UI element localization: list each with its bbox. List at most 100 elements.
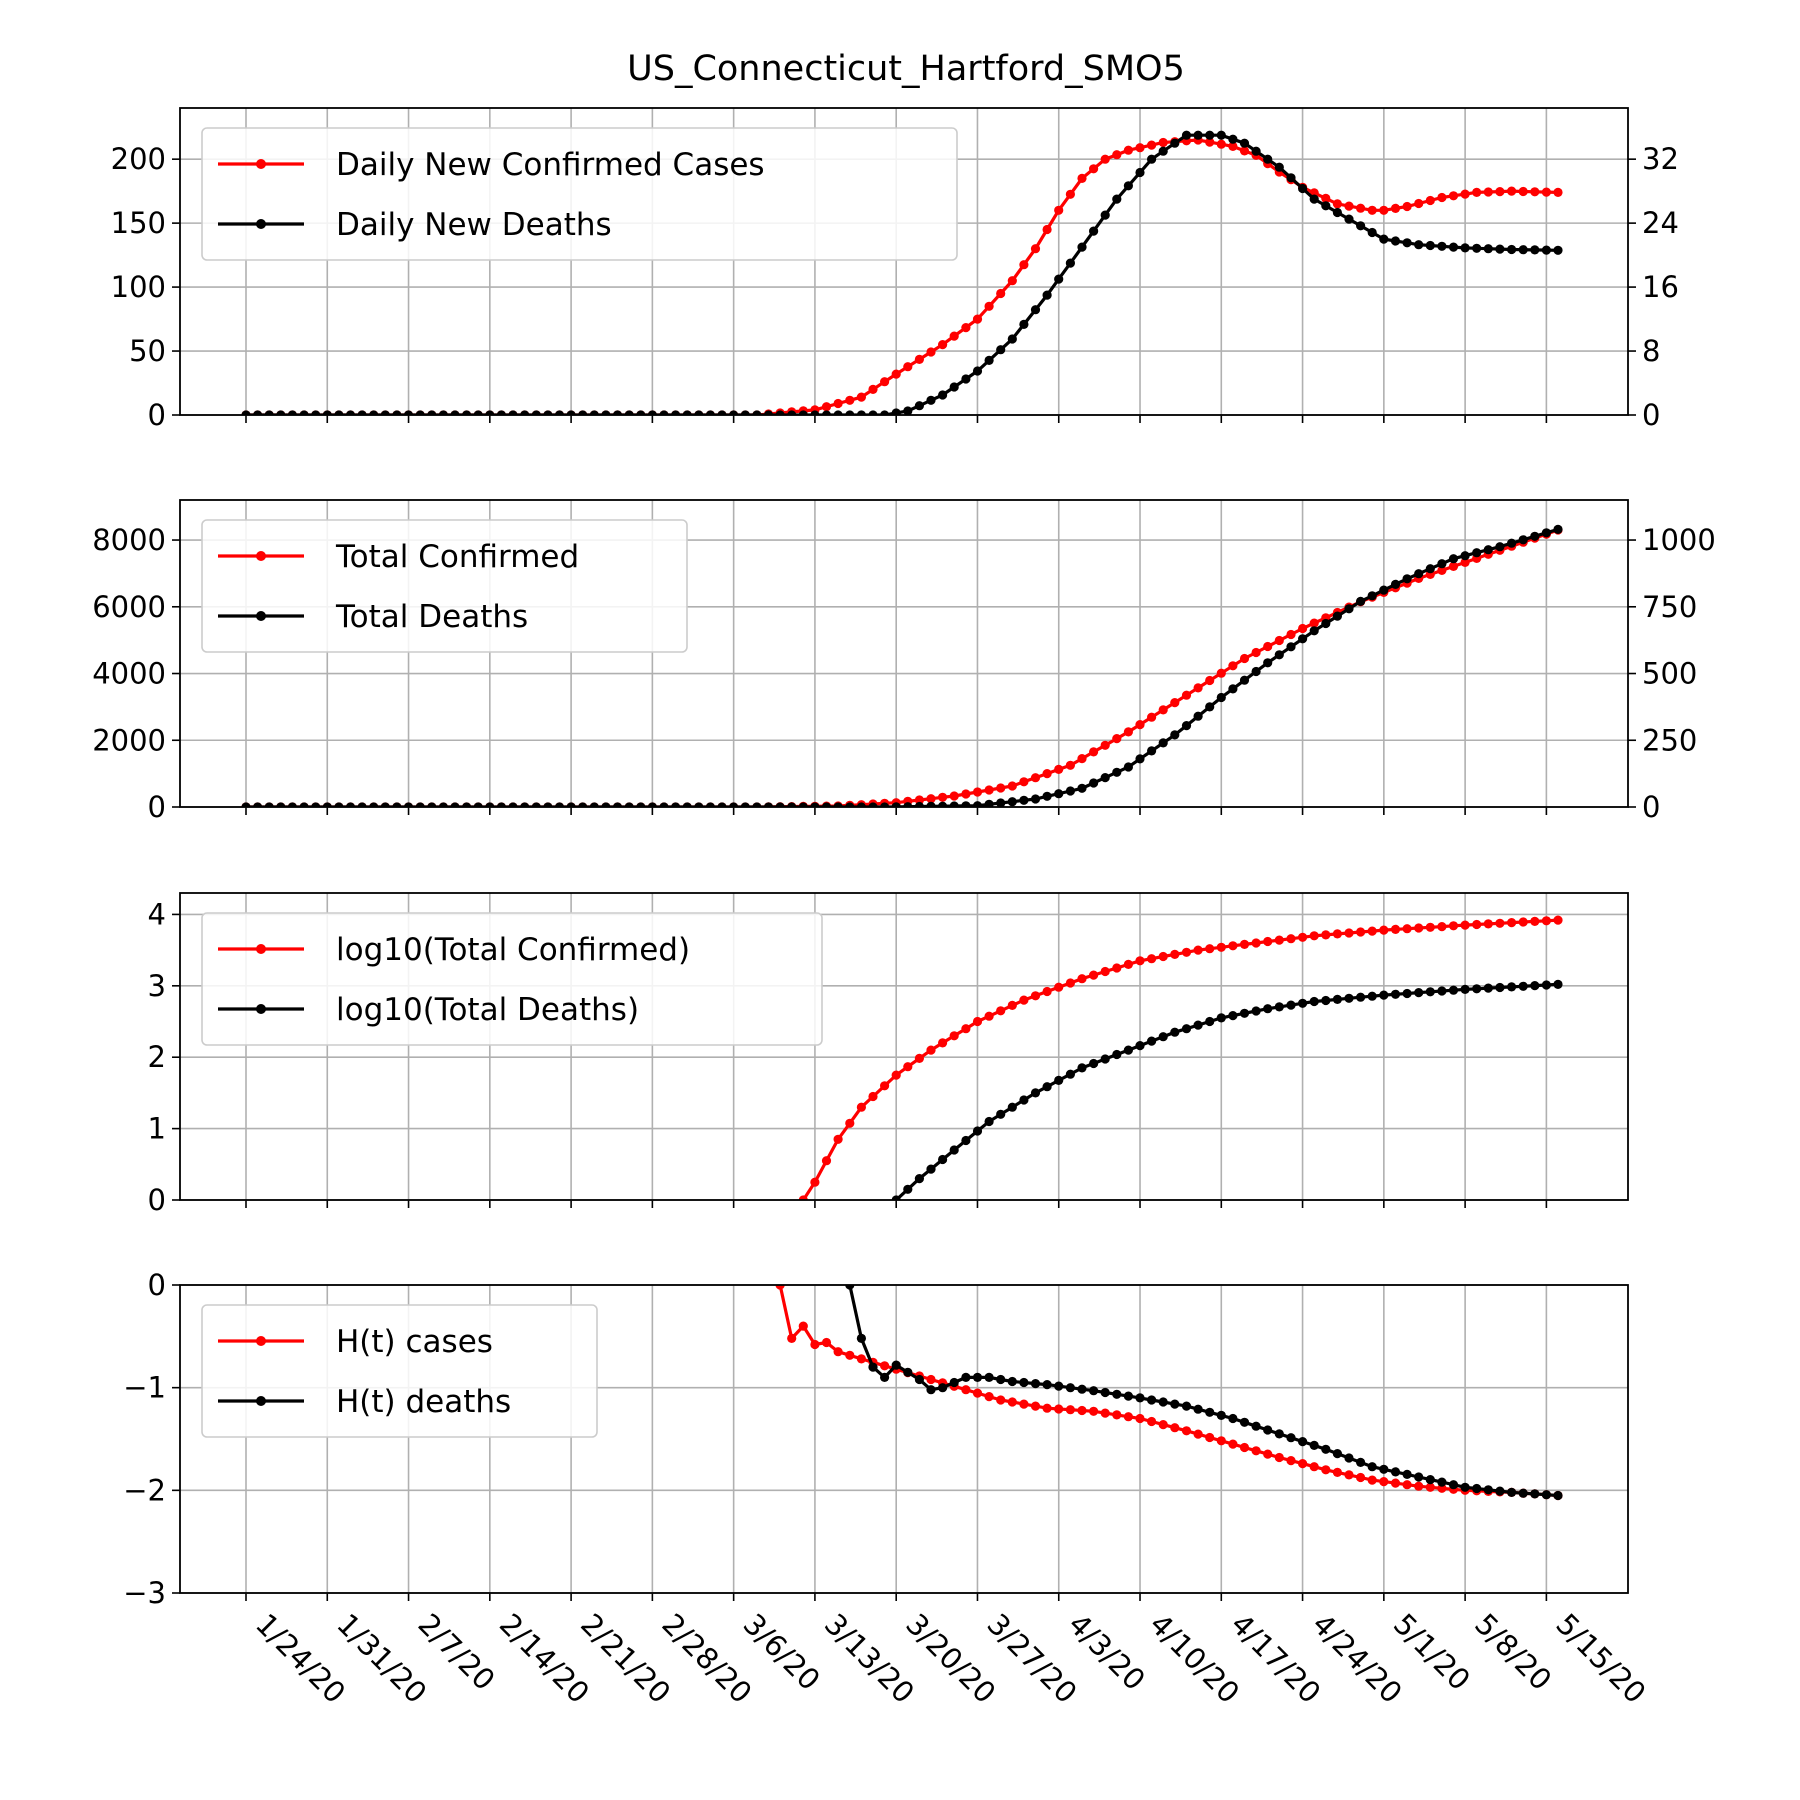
axes-frame [179, 499, 1629, 808]
legend-label: H(t) cases [336, 1324, 493, 1360]
data-point [1448, 561, 1459, 572]
data-point [1007, 1397, 1017, 1407]
data-point [1448, 554, 1459, 564]
data-point [798, 1195, 808, 1200]
data-point [1472, 243, 1482, 253]
data-point [1019, 260, 1029, 270]
y2-tick-label: 32 [1642, 142, 1679, 176]
data-point [1135, 720, 1145, 730]
legend-marker [256, 944, 266, 954]
data-point [1065, 1405, 1075, 1415]
y-tick-label: 0 [148, 1183, 166, 1217]
data-point [1379, 585, 1389, 595]
data-point [427, 802, 437, 807]
data-point [1065, 978, 1075, 988]
data-point [1216, 1436, 1226, 1446]
data-point [1460, 551, 1470, 561]
data-point [856, 1102, 867, 1112]
data-point [1019, 1377, 1029, 1388]
data-point [1402, 574, 1412, 584]
data-point [856, 802, 866, 807]
data-point [845, 410, 855, 415]
data-point [1089, 970, 1099, 980]
data-point [868, 1362, 878, 1372]
y2-tick-label: 250 [1642, 723, 1697, 757]
data-point [1251, 647, 1261, 658]
data-point [1239, 653, 1250, 664]
data-point [903, 1367, 913, 1377]
data-point [752, 410, 762, 415]
data-point [1483, 983, 1493, 993]
data-point [903, 1062, 913, 1072]
data-point [589, 802, 599, 807]
data-point [984, 301, 994, 311]
data-point [485, 802, 495, 807]
data-point [1112, 767, 1122, 777]
data-point [1170, 730, 1180, 740]
data-point [1123, 727, 1133, 737]
data-point [1367, 1462, 1377, 1472]
data-point [1367, 591, 1377, 601]
data-point [1286, 642, 1296, 652]
data-point [531, 802, 541, 807]
data-point [996, 1395, 1006, 1405]
data-point [1425, 987, 1435, 997]
data-point [1170, 138, 1180, 148]
data-point [1019, 1095, 1029, 1105]
data-point [1147, 712, 1157, 722]
data-point [972, 1388, 983, 1398]
data-point [1309, 996, 1319, 1007]
data-point [1518, 1488, 1528, 1498]
data-point [1518, 535, 1528, 545]
data-point [1100, 210, 1110, 220]
legend-marker [256, 551, 266, 561]
data-point [1205, 130, 1215, 140]
data-point [705, 410, 715, 415]
x-tick-label: 2/28/20 [655, 1607, 758, 1710]
data-point [1147, 1395, 1157, 1405]
data-point [659, 410, 669, 415]
data-point [1344, 928, 1354, 938]
data-point [1112, 1389, 1122, 1399]
data-point [1181, 690, 1192, 700]
data-point [787, 410, 797, 415]
data-point [845, 802, 855, 807]
data-point [1460, 189, 1470, 199]
data-point [1541, 245, 1551, 255]
legend-label: log10(Total Confirmed) [336, 932, 690, 968]
data-point [1472, 548, 1482, 558]
data-point [1181, 721, 1192, 731]
data-point [810, 410, 820, 415]
data-point [1309, 626, 1319, 636]
data-point [1286, 934, 1296, 944]
data-point [1507, 538, 1517, 548]
data-point [972, 1372, 983, 1382]
data-point [1309, 1440, 1319, 1450]
data-point [984, 1372, 994, 1382]
data-point [1065, 258, 1075, 268]
data-point [1483, 545, 1493, 555]
data-point [1030, 1088, 1041, 1098]
data-point [1541, 980, 1551, 990]
data-point [1123, 1391, 1133, 1401]
data-point [833, 410, 843, 415]
data-point [566, 802, 576, 807]
data-point [1147, 954, 1157, 964]
data-point [1251, 1446, 1261, 1456]
data-point [1390, 989, 1401, 999]
data-point [984, 1392, 994, 1402]
data-point [253, 410, 263, 415]
data-point [880, 410, 890, 415]
data-point [1321, 1444, 1331, 1454]
data-point [392, 410, 402, 415]
data-point [543, 410, 553, 415]
data-point [845, 395, 855, 405]
y2-tick-label: 1000 [1642, 523, 1716, 557]
legend-item-deaths: Daily New Deaths [218, 207, 612, 243]
series-cases [798, 915, 1563, 1200]
data-point [856, 410, 866, 415]
data-point [1414, 1481, 1424, 1491]
x-tick-label: 3/13/20 [818, 1607, 921, 1710]
data-point [1089, 1386, 1099, 1396]
data-point [438, 802, 448, 807]
